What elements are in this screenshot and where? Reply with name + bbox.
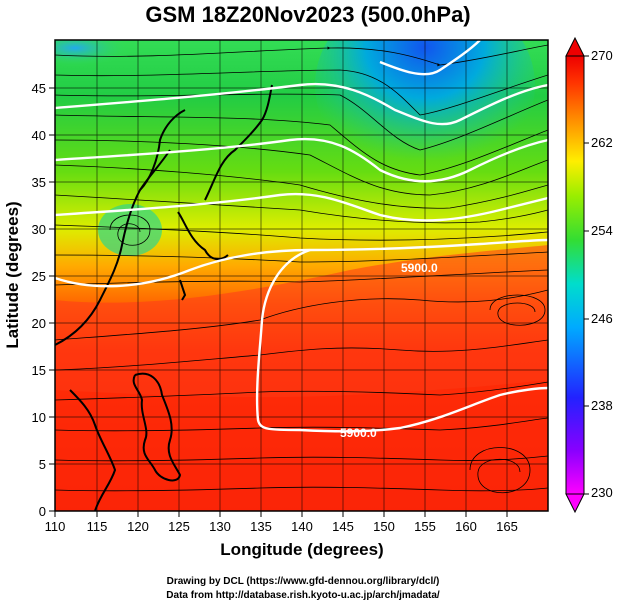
y-axis-title: Latitude (degrees) (3, 201, 22, 348)
x-tick-label: 110 (45, 519, 66, 534)
x-tick-label: 135 (250, 519, 272, 534)
x-tick-label: 150 (373, 519, 395, 534)
y-tick-label: 25 (32, 269, 46, 284)
x-tick-label: 120 (127, 519, 149, 534)
x-axis-title: Longitude (degrees) (220, 540, 383, 559)
colorbar-tick-label: 262 (591, 135, 613, 150)
tropical-warm-band (55, 380, 548, 511)
x-tick-label: 155 (414, 519, 436, 534)
credit-drawing: Drawing by DCL (https://www.gfd-dennou.o… (167, 576, 440, 587)
credit-data: Data from http://database.rish.kyoto-u.a… (166, 590, 440, 601)
streamlines (55, 44, 548, 494)
x-tick-label: 165 (496, 519, 518, 534)
contour-line (55, 82, 548, 126)
y-tick-label: 0 (39, 504, 46, 519)
colorbar-tick-label: 246 (591, 311, 613, 326)
swirl-low (98, 204, 162, 256)
x-tick-label: 140 (291, 519, 313, 534)
contour-5900 (255, 248, 548, 433)
japan-islands (204, 84, 273, 201)
y-tick-label: 30 (32, 222, 46, 237)
contour-line (55, 137, 548, 183)
plot-area: 5900.0 5900.0 (55, 40, 548, 511)
colorbar-bottom-arrow (565, 493, 585, 514)
colorbar-top-arrow (565, 36, 585, 57)
height-contours (55, 40, 548, 433)
contour-label: 5900.0 (340, 426, 377, 440)
x-tick-label: 115 (87, 519, 108, 534)
coastlines (55, 84, 273, 511)
colorbar-tick-label: 254 (591, 223, 613, 238)
graticule (55, 40, 548, 511)
x-tick-label: 125 (168, 519, 190, 534)
taiwan (179, 279, 187, 301)
philippines (132, 372, 182, 482)
contour-label: 5900.0 (401, 261, 438, 275)
x-tick-label: 130 (209, 519, 231, 534)
y-tick-label: 10 (32, 410, 46, 425)
y-tick-label: 5 (39, 457, 46, 472)
x-tick-label: 160 (455, 519, 477, 534)
x-axis: 110 115 120 125 130 135 140 145 150 155 … (45, 511, 518, 559)
indochina-coast (69, 389, 117, 511)
y-tick-label: 15 (32, 363, 46, 378)
colorbar: 230 238 246 254 262 270 (565, 36, 613, 514)
y-tick-label: 35 (32, 175, 46, 190)
contour-line (55, 192, 548, 222)
colorbar-tick-label: 270 (591, 48, 613, 63)
y-tick-label: 45 (32, 81, 46, 96)
y-tick-label: 40 (32, 128, 46, 143)
contour-line (379, 40, 481, 76)
colorbar-tick-label: 238 (591, 398, 613, 413)
map-title: GSM 18Z20Nov2023 (500.0hPa) (145, 2, 470, 27)
y-tick-label: 20 (32, 316, 46, 331)
northwest-cold-area (55, 40, 130, 66)
colorbar-scale (565, 55, 585, 495)
y-axis: 0 5 10 15 20 25 30 35 40 45 Latitude (de… (3, 81, 55, 519)
colorbar-tick-label: 230 (591, 485, 613, 500)
x-tick-label: 145 (332, 519, 354, 534)
